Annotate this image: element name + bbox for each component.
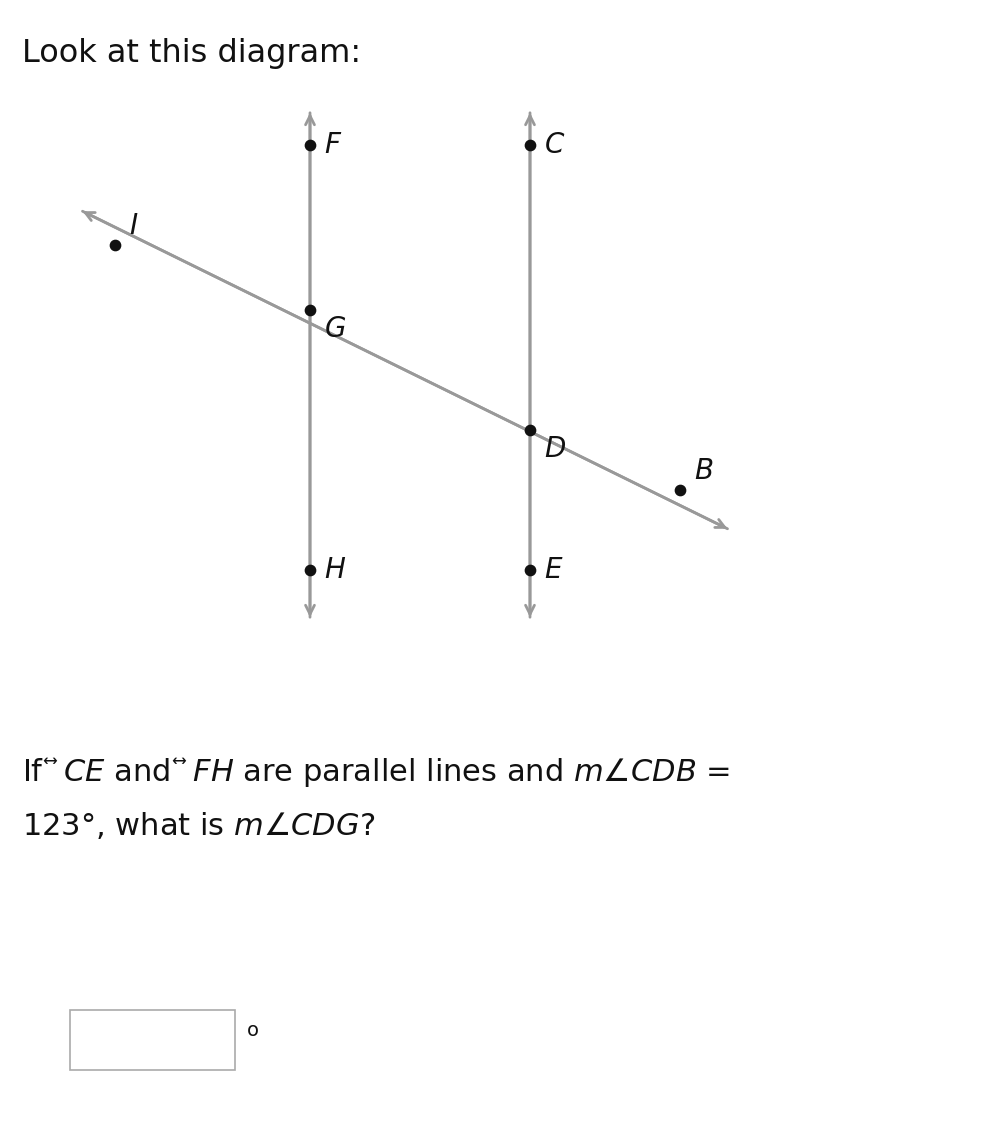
Text: $E$: $E$ [544, 556, 563, 585]
Text: $B$: $B$ [694, 457, 714, 485]
Text: o: o [247, 1022, 259, 1041]
Text: 123°, what is $m\angle CDG$?: 123°, what is $m\angle CDG$? [22, 810, 375, 841]
Text: $D$: $D$ [544, 435, 566, 463]
Point [522, 421, 538, 439]
Point [302, 561, 318, 579]
Bar [70, 1010, 235, 1070]
Text: $F$: $F$ [324, 131, 343, 159]
Text: Look at this diagram:: Look at this diagram: [22, 37, 361, 69]
Point [302, 301, 318, 319]
Text: $I$: $I$ [129, 212, 139, 239]
Text: $G$: $G$ [324, 316, 346, 343]
Text: $H$: $H$ [324, 556, 346, 585]
Text: If $\overleftrightarrow{CE}$ and $\overleftrightarrow{FH}$ are parallel lines an: If $\overleftrightarrow{CE}$ and $\overl… [22, 755, 730, 789]
Point [302, 136, 318, 154]
Point [672, 481, 688, 499]
Text: $C$: $C$ [544, 131, 565, 159]
Point [522, 561, 538, 579]
Point [107, 236, 123, 254]
Point [522, 136, 538, 154]
